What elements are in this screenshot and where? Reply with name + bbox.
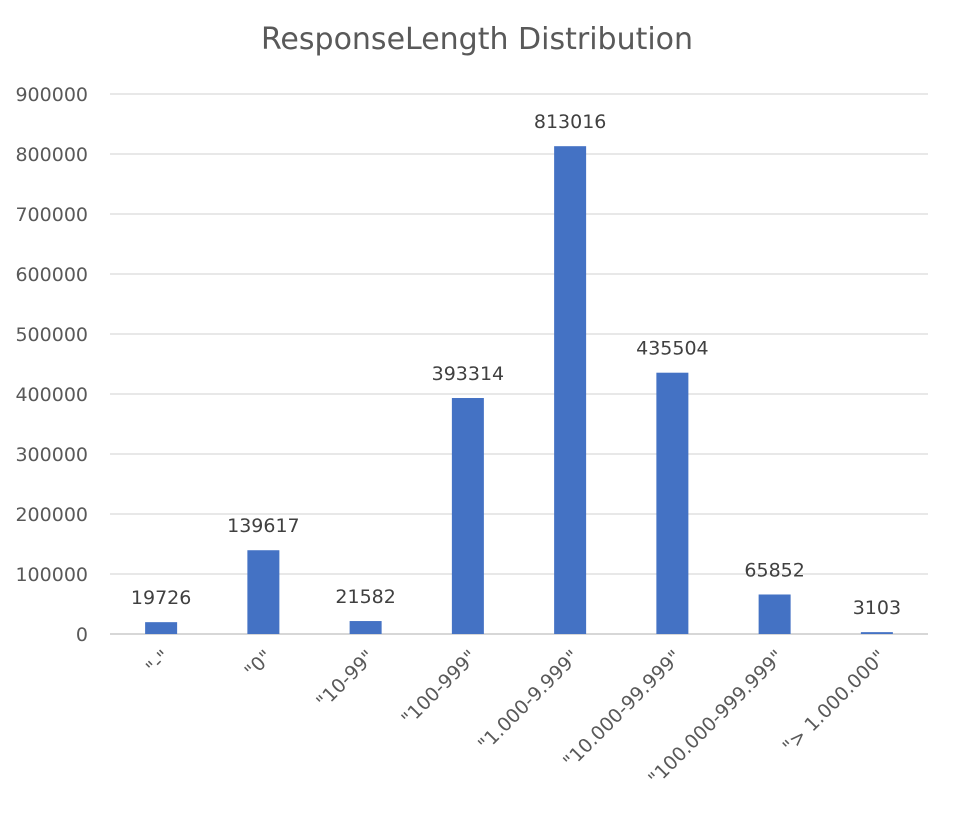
data-label: 3103 (853, 597, 901, 619)
bar (247, 550, 280, 634)
data-label: 139617 (227, 515, 300, 537)
bar (349, 621, 382, 634)
bar (758, 594, 791, 634)
x-axis-tick-labels: "-" "0" "10-99" "100-999""1.000-9.999""10.0… (142, 646, 891, 790)
y-tick-label: 500000 (15, 324, 88, 346)
bar (145, 622, 178, 634)
x-tick-label: "100-999" (397, 646, 481, 730)
y-tick-label: 400000 (15, 384, 88, 406)
data-label: 65852 (744, 559, 804, 581)
data-label: 393314 (432, 363, 505, 385)
x-tick-label: "-" (142, 646, 175, 679)
y-tick-label: 700000 (15, 204, 88, 226)
y-axis-tick-labels: 0 100000 200000 300000 400000 500000 600000 700… (15, 84, 88, 646)
data-label: 435504 (636, 338, 709, 360)
gridlines (110, 93, 928, 635)
bar (554, 146, 587, 634)
data-label: 21582 (335, 586, 395, 608)
y-tick-label: 900000 (15, 84, 88, 106)
data-label: 813016 (534, 111, 607, 133)
y-tick-label: 600000 (15, 264, 88, 286)
x-tick-label: "10-99" (312, 646, 379, 713)
bar (860, 632, 893, 634)
data-label: 19726 (131, 587, 191, 609)
bars (145, 146, 893, 634)
y-tick-label: 0 (76, 624, 88, 646)
bar (451, 398, 484, 634)
x-tick-label: "1.000-9.999" (474, 646, 584, 756)
y-tick-label: 100000 (15, 564, 88, 586)
x-tick-label: "> 1.000.000" (779, 646, 891, 758)
y-tick-label: 800000 (15, 144, 88, 166)
bar (656, 372, 689, 634)
x-tick-label: "0" (240, 646, 276, 682)
y-tick-label: 300000 (15, 444, 88, 466)
data-labels: 19726 139617 21582 393314 813016 435504 65852 3… (131, 111, 901, 619)
y-tick-label: 200000 (15, 504, 88, 526)
chart-title: ResponseLength Distribution (261, 22, 693, 57)
